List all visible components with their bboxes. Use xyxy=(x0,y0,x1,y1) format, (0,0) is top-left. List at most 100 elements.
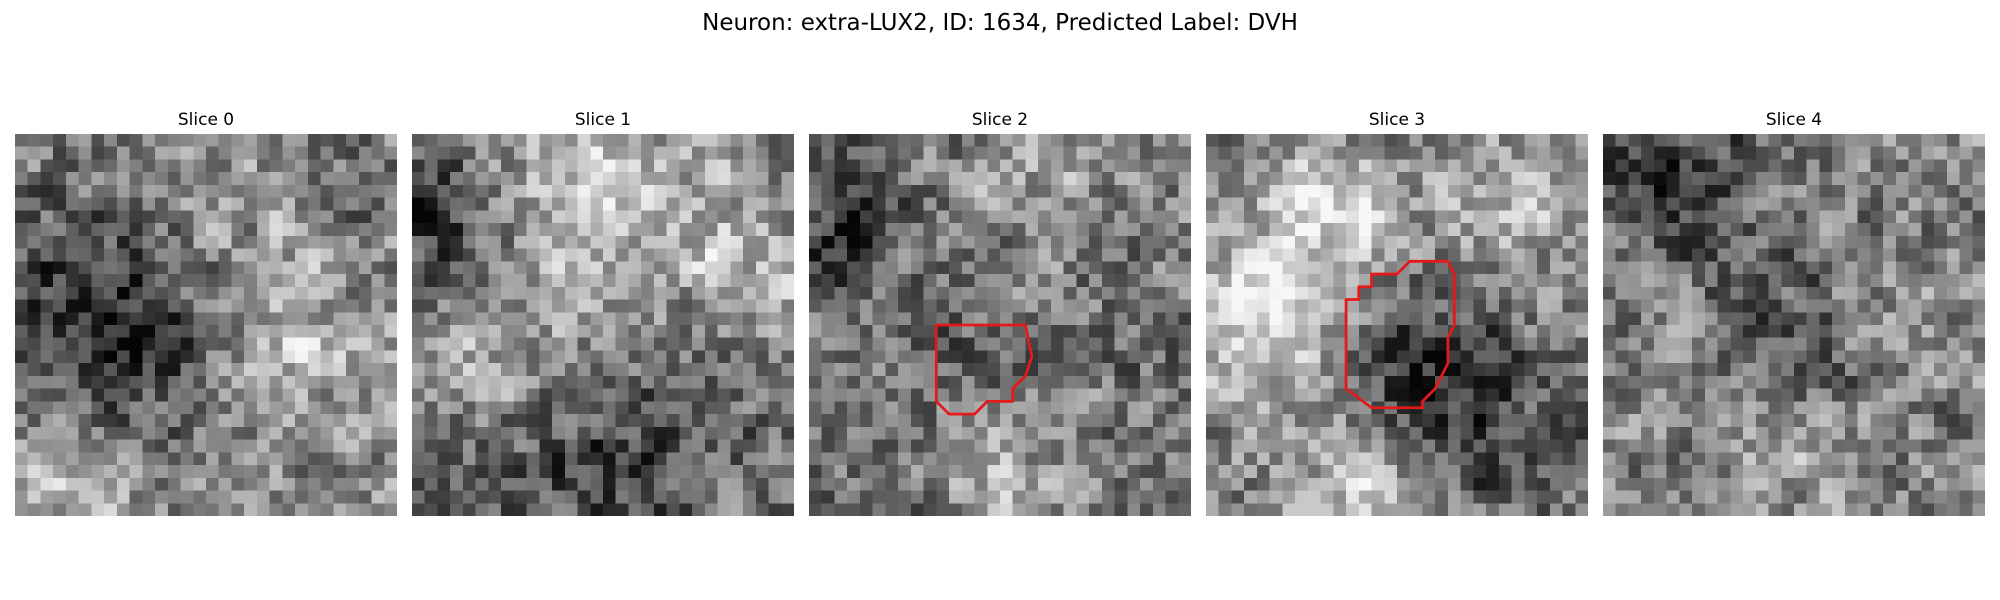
pixel xyxy=(142,388,156,402)
pixel xyxy=(193,363,207,377)
pixel xyxy=(437,439,451,453)
pixel xyxy=(1562,350,1576,364)
pixel xyxy=(564,172,578,186)
pixel xyxy=(1114,172,1128,186)
pixel xyxy=(1794,261,1807,275)
pixel xyxy=(1320,363,1334,377)
pixel xyxy=(1089,426,1103,440)
pixel xyxy=(717,350,731,364)
pixel xyxy=(564,426,578,440)
pixel xyxy=(526,210,540,224)
pixel xyxy=(193,197,207,211)
pixel xyxy=(704,325,718,338)
pixel xyxy=(1038,477,1052,491)
pixel xyxy=(1101,172,1115,186)
pixel xyxy=(1946,210,1960,224)
pixel xyxy=(898,159,912,173)
pixel xyxy=(1282,439,1296,453)
pixel xyxy=(1114,350,1128,364)
pixel xyxy=(462,146,476,160)
pixel xyxy=(1244,465,1258,479)
pixel xyxy=(666,363,680,377)
pixel xyxy=(358,134,372,147)
pixel xyxy=(1959,248,1973,262)
pixel xyxy=(412,286,425,300)
pixel xyxy=(1165,426,1179,440)
pixel xyxy=(577,134,591,147)
pixel xyxy=(218,350,232,364)
pixel xyxy=(1562,146,1576,160)
pixel xyxy=(450,184,464,198)
pixel xyxy=(1615,159,1629,173)
pixel xyxy=(1498,325,1512,338)
pixel xyxy=(488,414,502,428)
pixel xyxy=(1422,274,1436,288)
pixel xyxy=(206,414,219,428)
pixel xyxy=(910,325,924,338)
pixel xyxy=(1320,312,1334,326)
pixel xyxy=(910,452,924,466)
pixel xyxy=(256,184,270,198)
pixel xyxy=(193,223,207,237)
pixel xyxy=(526,490,540,504)
pixel xyxy=(1307,248,1321,262)
pixel xyxy=(1641,184,1655,198)
pixel xyxy=(320,452,334,466)
pixel xyxy=(834,363,848,377)
pixel xyxy=(730,274,744,288)
pixel xyxy=(1537,299,1551,313)
pixel xyxy=(475,286,489,300)
pixel xyxy=(333,477,347,491)
pixel xyxy=(1730,439,1744,453)
pixel xyxy=(320,325,334,338)
pixel xyxy=(167,439,181,453)
pixel xyxy=(859,261,873,275)
pixel xyxy=(65,159,79,173)
pixel xyxy=(1524,375,1538,389)
pixel xyxy=(1908,235,1922,249)
pixel xyxy=(1768,325,1782,338)
pixel xyxy=(1653,235,1667,249)
pixel xyxy=(256,235,270,249)
pixel xyxy=(1628,401,1642,415)
pixel xyxy=(1231,363,1245,377)
pixel xyxy=(949,388,963,402)
pixel xyxy=(1908,350,1922,364)
pixel xyxy=(1307,261,1321,275)
pixel xyxy=(743,184,757,198)
pixel xyxy=(193,184,207,198)
pixel xyxy=(1615,146,1629,160)
pixel xyxy=(1244,401,1258,415)
pixel xyxy=(1562,490,1576,504)
pixel xyxy=(412,388,425,402)
pixel xyxy=(307,184,321,198)
pixel xyxy=(679,159,693,173)
pixel xyxy=(1511,146,1525,160)
pixel xyxy=(1140,286,1154,300)
pixel xyxy=(1806,337,1820,351)
pixel xyxy=(1025,210,1039,224)
pixel xyxy=(65,274,79,288)
pixel xyxy=(1832,248,1846,262)
pixel xyxy=(244,388,258,402)
pixel xyxy=(1486,261,1500,275)
pixel xyxy=(1832,477,1846,491)
pixel xyxy=(231,414,245,428)
pixel xyxy=(1666,159,1680,173)
pixel xyxy=(1641,388,1655,402)
pixel xyxy=(809,172,822,186)
pixel xyxy=(1704,414,1718,428)
pixel xyxy=(256,452,270,466)
pixel xyxy=(180,210,194,224)
pixel xyxy=(1819,159,1833,173)
pixel xyxy=(1755,286,1769,300)
pixel xyxy=(244,210,258,224)
pixel xyxy=(450,223,464,237)
pixel xyxy=(961,490,975,504)
pixel xyxy=(104,197,118,211)
pixel xyxy=(1218,503,1232,516)
pixel xyxy=(1152,426,1166,440)
pixel xyxy=(1653,439,1667,453)
pixel xyxy=(1768,172,1782,186)
pixel xyxy=(1575,248,1588,262)
